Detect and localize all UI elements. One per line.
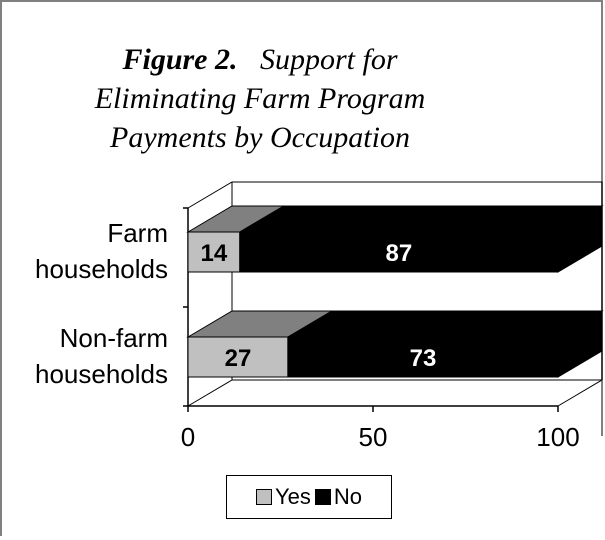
frame-gap	[440, 436, 605, 540]
data-label-no-1: 73	[410, 345, 437, 372]
bar-yes-0	[187, 231, 241, 273]
legend-label-yes: Yes	[274, 484, 311, 509]
bar-yes-1	[187, 336, 289, 378]
category-label-0-line-1: households	[35, 254, 168, 284]
title-line-1: Support for	[260, 43, 398, 76]
bar-no-1	[287, 336, 559, 378]
x-tick-label-0: 0	[181, 422, 195, 452]
chart-title: Figure 2. Support for Eliminating Farm P…	[60, 40, 460, 157]
floor-left-edge	[187, 379, 233, 407]
category-label-1-line-0: Non-farm	[60, 323, 168, 353]
title-line-3: Payments by Occupation	[110, 121, 410, 154]
floor-right-edge	[557, 379, 603, 407]
legend-swatch-yes	[255, 489, 272, 505]
title-line-2: Eliminating Farm Program	[94, 82, 426, 115]
data-label-no-0: 87	[386, 240, 413, 267]
data-label-yes-0: 14	[201, 240, 228, 267]
legend-label-no: No	[333, 484, 362, 509]
legend-item-yes: Yes	[255, 484, 311, 510]
bar-top-no-1	[286, 310, 604, 338]
x-tick-label-1: 50	[359, 422, 388, 452]
bar-no-0	[239, 231, 559, 273]
x-tick-label-2: 100	[536, 422, 579, 452]
category-label-0-line-0: Farm	[107, 218, 168, 248]
back-wall-outline	[187, 181, 603, 380]
category-label-1-line-1: households	[35, 359, 168, 389]
legend: Yes No	[226, 475, 392, 519]
legend-swatch-no	[314, 489, 331, 505]
data-label-yes-1: 27	[225, 345, 252, 372]
bar-top-no-0	[237, 205, 604, 233]
figure-number: Figure 2.	[122, 43, 238, 76]
legend-item-no: No	[314, 484, 362, 510]
